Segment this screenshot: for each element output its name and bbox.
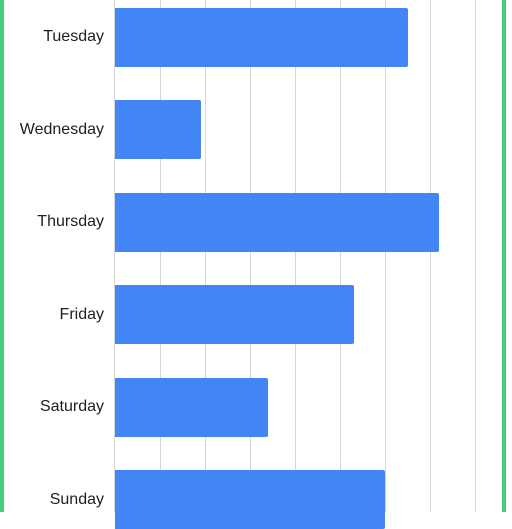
right-accent-border [502, 0, 506, 512]
gridline [385, 0, 386, 512]
gridline [340, 0, 341, 512]
gridline [160, 0, 161, 512]
category-label: Thursday [37, 213, 104, 230]
category-label: Friday [59, 305, 104, 323]
gridline [114, 0, 115, 512]
gridline [295, 0, 296, 512]
gridline [475, 0, 476, 512]
category-label: Tuesday [43, 28, 104, 45]
bar[interactable] [115, 377, 268, 437]
bar[interactable] [115, 192, 439, 252]
bar[interactable] [115, 7, 408, 67]
bar[interactable] [115, 285, 354, 344]
category-label: Wednesday [19, 120, 104, 138]
gridline [205, 0, 206, 512]
bar[interactable] [115, 470, 385, 529]
category-label: Sunday [49, 490, 104, 508]
left-accent-border [0, 0, 4, 512]
bar[interactable] [115, 100, 201, 159]
gridline [250, 0, 251, 512]
gridline [430, 0, 431, 512]
category-label: Saturday [39, 398, 104, 415]
